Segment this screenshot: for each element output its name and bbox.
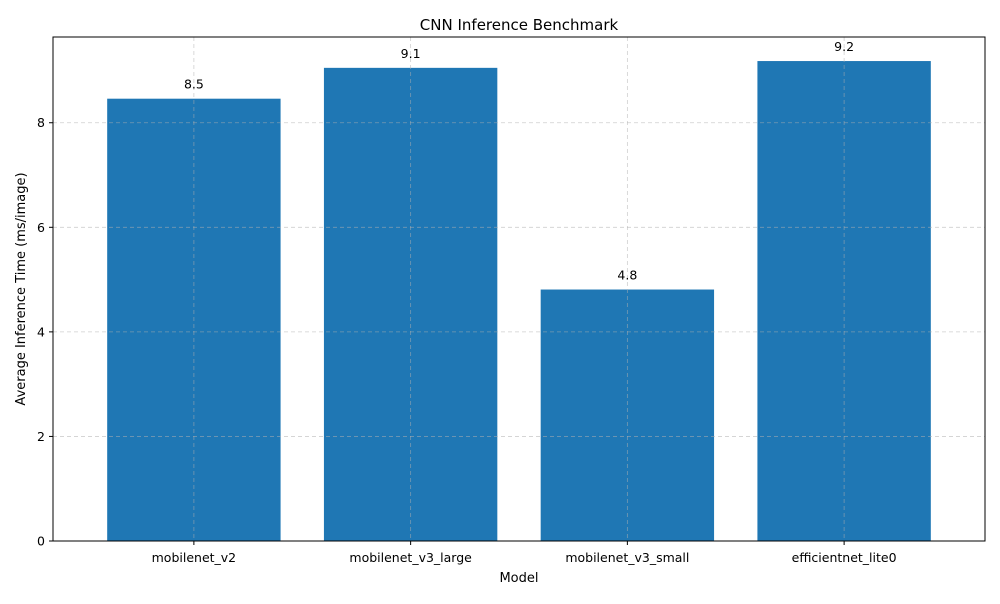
x-tick-label: mobilenet_v3_small (565, 550, 689, 565)
chart-title: CNN Inference Benchmark (420, 16, 619, 34)
x-tick-label: efficientnet_lite0 (792, 550, 897, 565)
y-axis-label: Average Inference Time (ms/image) (14, 172, 29, 405)
y-tick-label: 2 (37, 429, 45, 444)
x-axis-label: Model (499, 571, 538, 586)
bar (757, 61, 931, 541)
x-tick-label: mobilenet_v2 (152, 550, 237, 565)
x-tick-label: mobilenet_v3_large (349, 550, 472, 565)
data-labels: 8.5 9.1 4.8 9.2 (184, 39, 854, 282)
y-tick-label: 8 (37, 115, 45, 130)
data-label: 9.2 (834, 39, 854, 54)
y-tick-label: 0 (37, 534, 45, 549)
y-tick-label: 4 (37, 324, 45, 339)
data-label: 8.5 (184, 77, 204, 92)
plot-frame (52, 36, 986, 542)
x-axis-ticks: mobilenet_v2 mobilenet_v3_large mobilenet_… (152, 541, 897, 565)
grid-lines (53, 37, 985, 542)
y-axis-ticks: 0 2 4 6 8 (37, 115, 53, 549)
data-label: 9.1 (401, 46, 421, 61)
bars (107, 61, 931, 542)
y-tick-label: 6 (37, 220, 45, 235)
data-label: 4.8 (617, 268, 637, 283)
